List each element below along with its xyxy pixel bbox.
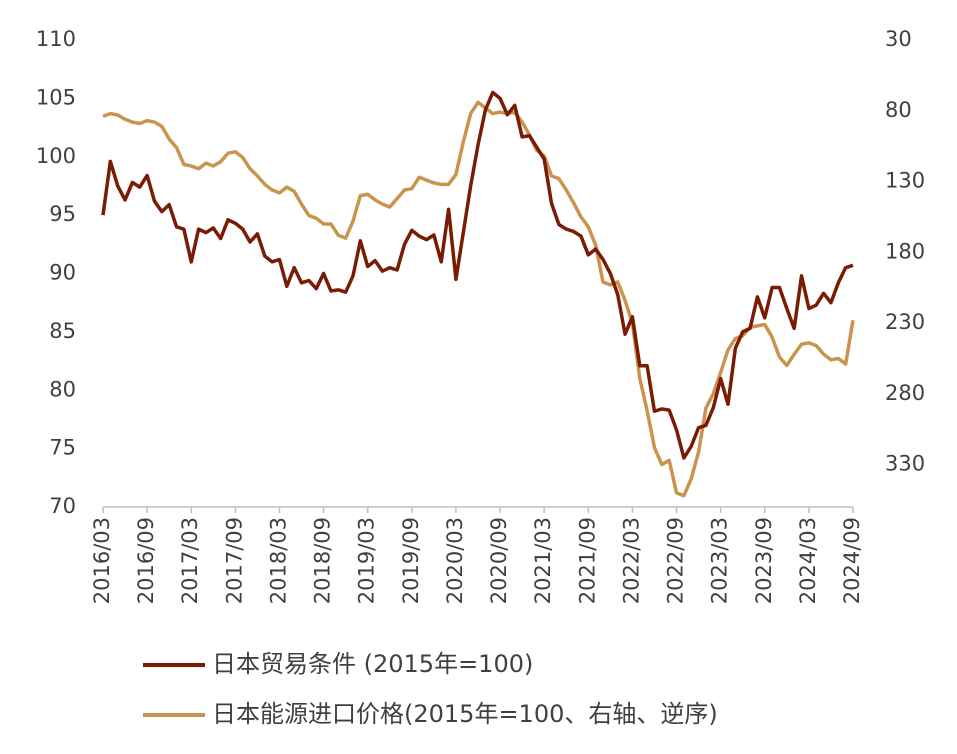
x-tick-label: 2021/03 <box>531 517 555 604</box>
x-tick-label: 2018/03 <box>266 517 290 604</box>
x-tick-label: 2016/09 <box>134 517 158 604</box>
x-tick-label: 2020/09 <box>487 517 511 604</box>
y2-tick-label: 80 <box>885 98 912 122</box>
y-tick-label: 90 <box>49 261 76 285</box>
y2-tick-label: 180 <box>885 239 925 263</box>
y2-tick-label: 330 <box>885 452 925 476</box>
y2-tick-label: 230 <box>885 310 925 334</box>
x-tick-label: 2019/09 <box>399 517 423 604</box>
x-tick-label: 2017/03 <box>178 517 202 604</box>
y-tick-label: 105 <box>36 85 76 109</box>
x-tick-label: 2023/03 <box>708 517 732 604</box>
series-line <box>102 100 855 498</box>
y-tick-label: 75 <box>49 436 76 460</box>
series-line <box>101 90 854 460</box>
y2-tick-label: 130 <box>885 169 925 193</box>
x-tick-label: 2020/03 <box>443 517 467 604</box>
x-tick-label: 2022/09 <box>664 517 688 604</box>
y-tick-label: 70 <box>49 494 76 518</box>
y2-tick-label: 30 <box>885 27 912 51</box>
legend-label: 日本能源进口价格(2015年=100、右轴、逆序) <box>212 700 718 728</box>
y-tick-label: 95 <box>49 202 76 226</box>
x-tick-label: 2022/03 <box>619 517 643 604</box>
x-tick-label: 2018/09 <box>311 517 335 604</box>
x-tick-label: 2021/09 <box>575 517 599 604</box>
y-tick-label: 110 <box>36 27 76 51</box>
legend-label: 日本贸易条件 (2015年=100) <box>212 650 533 678</box>
x-tick-label: 2023/09 <box>752 517 776 604</box>
x-tick-label: 2024/09 <box>840 517 864 604</box>
y2-tick-label: 280 <box>885 381 925 405</box>
y-tick-label: 85 <box>49 319 76 343</box>
y-tick-label: 100 <box>36 144 76 168</box>
x-tick-label: 2017/09 <box>222 517 246 604</box>
x-tick-label: 2019/03 <box>355 517 379 604</box>
y-tick-label: 80 <box>49 377 76 401</box>
x-tick-label: 2016/03 <box>90 517 114 604</box>
x-tick-label: 2024/03 <box>796 517 820 604</box>
